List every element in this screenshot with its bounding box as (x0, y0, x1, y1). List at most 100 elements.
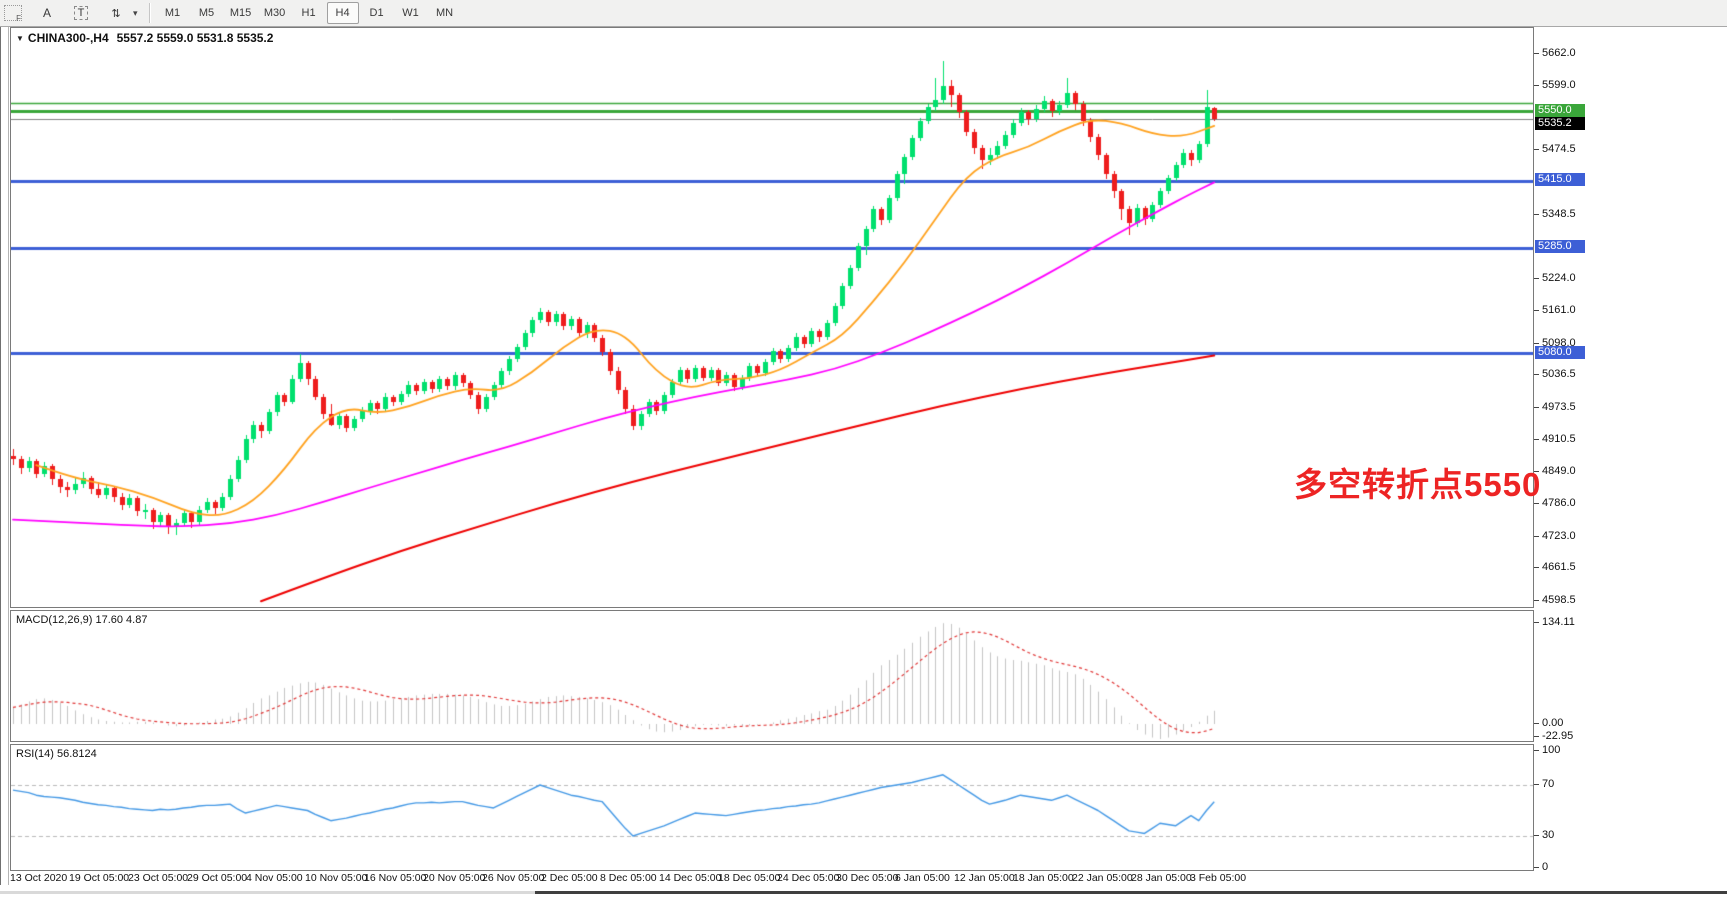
macd-tick-label: -22.95 (1542, 730, 1574, 742)
price-tick-label: 4910.5 (1542, 433, 1576, 445)
rsi-canvas[interactable] (11, 745, 1533, 870)
time-label: 24 Dec 05:00 (777, 872, 840, 884)
main-chart-panel: ▼ CHINA300-,H4 5557.2 5559.0 5531.8 5535.2… (10, 27, 1540, 608)
time-label: 4 Nov 05:00 (246, 872, 303, 884)
cursor-arrows-icon: ⇅ (111, 7, 120, 20)
timeframe-button-h1[interactable]: H1 (301, 7, 316, 19)
rsi-tick-label: 30 (1542, 829, 1555, 841)
axis-tick-mark (1534, 343, 1539, 344)
timeframe-button-m30[interactable]: M30 (263, 7, 286, 19)
axis-tick-mark (1534, 471, 1539, 472)
time-label: 8 Dec 05:00 (600, 872, 657, 884)
text-frame-icon: T (73, 6, 89, 20)
price-tick-label: 4849.0 (1542, 465, 1576, 477)
axis-tick-mark (1534, 53, 1539, 54)
time-label: 29 Oct 05:00 (187, 872, 248, 884)
time-label: 23 Oct 05:00 (128, 872, 189, 884)
rsi-tick-label: 0 (1542, 861, 1549, 873)
panel-left-border (8, 27, 9, 885)
price-tick-label: 4786.0 (1542, 497, 1576, 509)
timeframe-button-d1[interactable]: D1 (369, 7, 384, 19)
toolbar-drag-handle-icon[interactable]: F (4, 5, 22, 23)
timeframe-button-w1[interactable]: W1 (402, 7, 419, 19)
macd-label: MACD(12,26,9) 17.60 4.87 (16, 614, 148, 626)
time-label: 28 Jan 05:00 (1131, 872, 1192, 884)
price-tick-label: 5161.0 (1542, 304, 1576, 316)
time-label: 22 Jan 05:00 (1072, 872, 1133, 884)
macd-canvas[interactable] (11, 611, 1533, 741)
horizontal-scrollbar (0, 885, 1727, 897)
timeframe-button-m1[interactable]: M1 (164, 7, 181, 19)
price-tick-label: 5348.5 (1542, 208, 1576, 220)
time-label: 3 Feb 05:00 (1190, 872, 1247, 884)
rsi-panel: RSI(14) 56.8124 (10, 744, 1534, 871)
price-tick-label: 4723.0 (1542, 530, 1576, 542)
time-label: 20 Nov 05:00 (423, 872, 486, 884)
rsi-tick-label: 70 (1542, 778, 1555, 790)
axis-tick-mark (1534, 439, 1539, 440)
scrollbar-thumb[interactable] (535, 891, 1727, 894)
time-axis: 13 Oct 2020 19 Oct 05:00 23 Oct 05:00 29 Oc… (10, 871, 1534, 885)
price-tick-label: 5599.0 (1542, 79, 1576, 91)
time-label: 18 Jan 05:00 (1013, 872, 1074, 884)
price-tick-label: 5662.0 (1542, 47, 1576, 59)
chart-symbol-label: CHINA300-,H4 (27, 31, 109, 45)
axis-tick-mark (1534, 503, 1539, 504)
price-tick-label: 4661.5 (1542, 561, 1576, 573)
time-label: 26 Nov 05:00 (482, 872, 545, 884)
axis-tick-mark (1534, 867, 1539, 868)
axis-tick-mark (1534, 835, 1539, 836)
scrollbar-track[interactable] (0, 891, 535, 894)
timeframe-button-h4[interactable]: H4 (326, 2, 359, 24)
price-badge-5080-0: 5080.0 (1535, 346, 1585, 359)
axis-tick-mark (1534, 214, 1539, 215)
timeframe-button-mn[interactable]: MN (435, 7, 454, 19)
window-left-edge (0, 27, 1, 885)
chart-title: ▼ CHINA300-,H4 5557.2 5559.0 5531.8 5535.2 (16, 31, 273, 45)
time-label: 2 Dec 05:00 (541, 872, 598, 884)
handle-glyph: F (16, 14, 21, 23)
price-tick-label: 5474.5 (1542, 143, 1576, 155)
axis-tick-mark (1534, 600, 1539, 601)
time-label: 19 Oct 05:00 (69, 872, 130, 884)
dropdown-caret-icon[interactable]: ▾ (133, 7, 138, 18)
axis-tick-mark (1534, 736, 1539, 737)
rsi-tick-label: 100 (1542, 744, 1561, 756)
price-axis: 5662.0 5599.0 5474.5 5348.5 5224.0 5161.0 5098… (1534, 0, 1727, 897)
main-chart-canvas[interactable] (11, 28, 1533, 607)
time-label: 16 Nov 05:00 (364, 872, 427, 884)
toolbar: F A T ⇅ ▾ M1 M5 M15 M30 H1 H4 D1 W1 MN (0, 0, 1727, 27)
chart-dropdown-icon[interactable]: ▼ (16, 34, 24, 43)
axis-tick-mark (1534, 85, 1539, 86)
price-badge-5550-0: 5550.0 (1535, 104, 1585, 117)
timeframe-button-m15[interactable]: M15 (229, 7, 252, 19)
axis-tick-mark (1534, 567, 1539, 568)
time-label: 10 Nov 05:00 (305, 872, 368, 884)
axis-tick-mark (1534, 536, 1539, 537)
axis-tick-mark (1534, 407, 1539, 408)
axis-tick-mark (1534, 310, 1539, 311)
price-badge-5415-0: 5415.0 (1535, 173, 1585, 186)
price-tick-label: 4598.5 (1542, 594, 1576, 606)
font-label-tool-button[interactable]: A (31, 2, 63, 24)
time-label: 18 Dec 05:00 (718, 872, 781, 884)
time-label: 6 Jan 05:00 (895, 872, 950, 884)
price-tick-label: 5036.5 (1542, 368, 1576, 380)
price-tick-label: 5224.0 (1542, 272, 1576, 284)
axis-tick-mark (1534, 622, 1539, 623)
chart-ohlc-values: 5557.2 5559.0 5531.8 5535.2 (116, 31, 274, 45)
macd-tick-label: 134.11 (1542, 616, 1575, 628)
rsi-label: RSI(14) 56.8124 (16, 748, 97, 760)
time-label: 12 Jan 05:00 (954, 872, 1015, 884)
macd-tick-label: 0.00 (1542, 717, 1564, 729)
time-label: 14 Dec 05:00 (659, 872, 722, 884)
axis-tick-mark (1534, 149, 1539, 150)
axis-tick-mark (1534, 750, 1539, 751)
cursor-arrows-tool-button[interactable]: ⇅ (99, 2, 131, 24)
time-label: 30 Dec 05:00 (836, 872, 899, 884)
axis-tick-mark (1534, 278, 1539, 279)
time-label: 13 Oct 2020 (10, 872, 68, 884)
font-label-icon: A (42, 6, 51, 20)
timeframe-button-m5[interactable]: M5 (198, 7, 215, 19)
text-frame-tool-button[interactable]: T (65, 2, 97, 24)
